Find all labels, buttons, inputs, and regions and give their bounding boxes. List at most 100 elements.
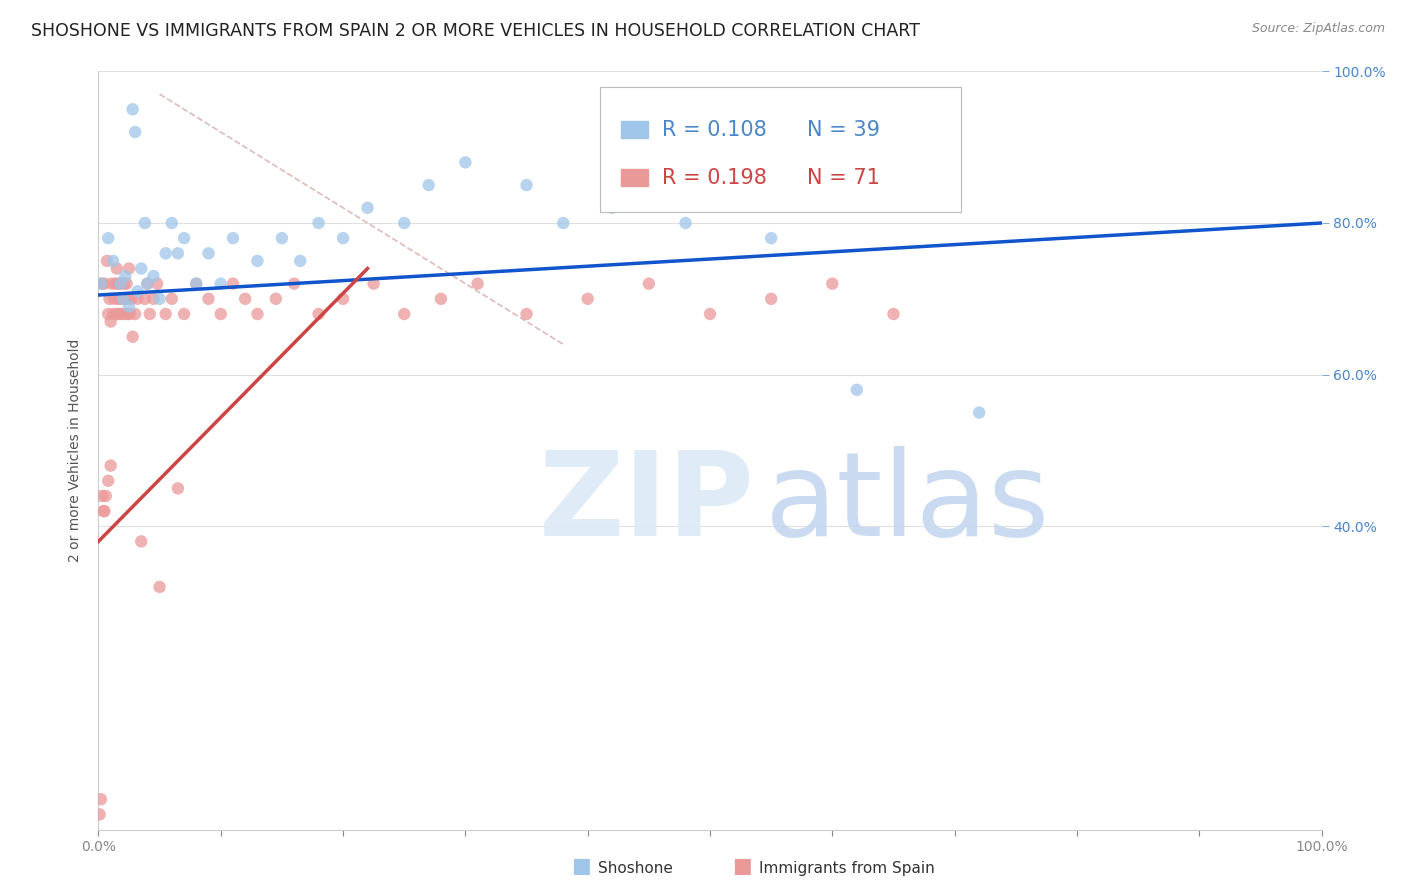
Point xyxy=(97,474,120,488)
Point xyxy=(94,489,117,503)
Point xyxy=(121,103,143,117)
Point xyxy=(209,277,232,291)
Point xyxy=(104,277,127,291)
Point xyxy=(246,307,269,321)
Point xyxy=(576,292,599,306)
Point xyxy=(233,292,256,306)
Text: N = 39: N = 39 xyxy=(807,120,880,140)
Point xyxy=(91,489,114,503)
Point xyxy=(283,277,305,291)
Point xyxy=(467,277,489,291)
Point xyxy=(332,231,354,245)
Text: atlas: atlas xyxy=(765,446,1050,561)
Point xyxy=(129,261,152,276)
Point xyxy=(363,277,385,291)
Point xyxy=(93,277,115,291)
Point xyxy=(167,246,190,260)
Point xyxy=(160,216,183,230)
FancyBboxPatch shape xyxy=(600,87,960,211)
Point xyxy=(114,292,136,306)
Text: ZIP: ZIP xyxy=(538,446,755,561)
Point xyxy=(121,330,143,344)
Text: Immigrants from Spain: Immigrants from Spain xyxy=(759,861,935,876)
Point xyxy=(761,292,783,306)
Point xyxy=(107,292,129,306)
Point xyxy=(110,292,132,306)
Text: Shoshone: Shoshone xyxy=(598,861,672,876)
Point xyxy=(173,231,195,245)
Point xyxy=(308,216,330,230)
Point xyxy=(515,307,537,321)
Point xyxy=(553,216,575,230)
Point xyxy=(392,307,416,321)
Point xyxy=(100,314,122,328)
Point xyxy=(186,277,208,291)
Point xyxy=(699,307,721,321)
Point xyxy=(454,155,477,169)
Point xyxy=(105,261,128,276)
Point xyxy=(637,277,661,291)
Point xyxy=(270,231,294,245)
Point xyxy=(845,383,868,397)
Point xyxy=(222,231,245,245)
Point xyxy=(167,482,190,496)
Point xyxy=(90,792,112,806)
Point xyxy=(117,307,139,321)
Point xyxy=(90,277,112,291)
Point xyxy=(100,458,122,473)
Text: R = 0.198: R = 0.198 xyxy=(662,168,768,187)
Point xyxy=(186,277,208,291)
Point xyxy=(134,292,156,306)
Point xyxy=(112,277,135,291)
Point xyxy=(139,307,162,321)
Point xyxy=(308,307,330,321)
Point xyxy=(392,216,416,230)
Point xyxy=(197,292,219,306)
Point xyxy=(155,246,177,260)
Point xyxy=(114,269,136,284)
Point xyxy=(142,292,165,306)
Point xyxy=(173,307,195,321)
Text: SHOSHONE VS IMMIGRANTS FROM SPAIN 2 OR MORE VEHICLES IN HOUSEHOLD CORRELATION CH: SHOSHONE VS IMMIGRANTS FROM SPAIN 2 OR M… xyxy=(31,22,920,40)
Point xyxy=(146,277,169,291)
Point xyxy=(197,246,219,260)
Point xyxy=(101,277,124,291)
Point xyxy=(108,307,131,321)
Point xyxy=(89,807,111,822)
Point xyxy=(209,307,232,321)
Point xyxy=(114,307,136,321)
Point xyxy=(821,277,844,291)
Point xyxy=(675,216,697,230)
Point xyxy=(155,307,177,321)
Point xyxy=(91,277,114,291)
Point xyxy=(97,307,120,321)
Text: Source: ZipAtlas.com: Source: ZipAtlas.com xyxy=(1251,22,1385,36)
Point xyxy=(101,253,124,268)
Point xyxy=(883,307,905,321)
Point xyxy=(105,307,128,321)
Point xyxy=(96,253,118,268)
Point xyxy=(356,201,378,215)
Point xyxy=(120,292,142,306)
Point xyxy=(110,277,132,291)
Point xyxy=(107,277,129,291)
FancyBboxPatch shape xyxy=(620,169,648,186)
Point xyxy=(290,253,312,268)
Point xyxy=(515,178,537,193)
Point xyxy=(134,216,156,230)
Point xyxy=(127,292,149,306)
Point xyxy=(418,178,440,193)
Point xyxy=(120,307,142,321)
Point xyxy=(332,292,354,306)
Point xyxy=(124,307,146,321)
Point xyxy=(430,292,453,306)
Point xyxy=(246,253,269,268)
Point xyxy=(142,269,165,284)
Point xyxy=(98,292,121,306)
Point xyxy=(967,405,990,420)
Text: R = 0.108: R = 0.108 xyxy=(662,120,768,140)
Point xyxy=(93,504,115,518)
FancyBboxPatch shape xyxy=(620,121,648,138)
Point xyxy=(127,285,149,299)
Point xyxy=(600,201,623,215)
